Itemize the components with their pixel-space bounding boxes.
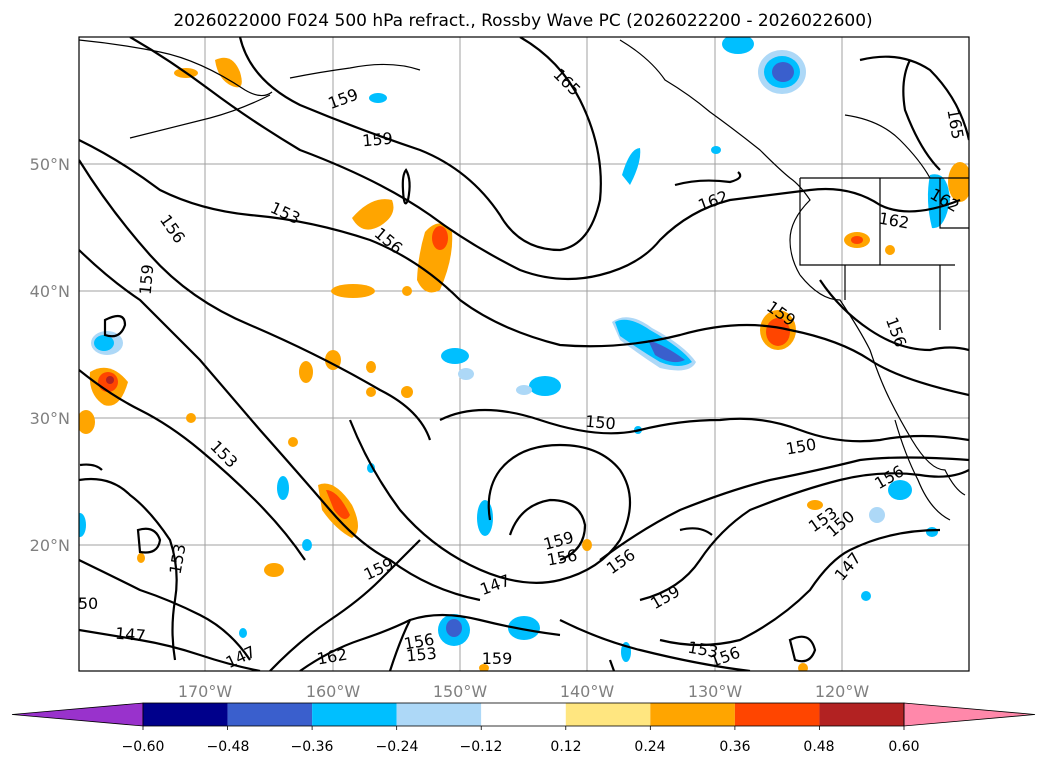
- height-contours: [79, 37, 969, 671]
- longitude-labels: 170°W 160°W 150°W 140°W 130°W 120°W: [178, 682, 870, 701]
- colorbar-frame: [142, 702, 905, 727]
- lon-label: 120°W: [815, 682, 870, 701]
- colorbar-segment: [227, 703, 313, 726]
- lon-label: 150°W: [433, 682, 488, 701]
- colorbar-segment: [143, 703, 228, 726]
- map-title: 2026022000 F024 500 hPa refract., Rossby…: [173, 11, 872, 31]
- contour-label: 159: [361, 129, 393, 151]
- lat-label: 20°N: [30, 536, 70, 555]
- colorbar-segment: [481, 703, 566, 726]
- filled-anomalies: [79, 37, 969, 671]
- colorbar-tick-label: 0.12: [550, 739, 581, 755]
- contour-label: 147: [114, 624, 146, 646]
- lat-label: 30°N: [30, 409, 70, 428]
- positive-anomaly-patches: [79, 57, 969, 671]
- colorbar-tick-label: 0.60: [888, 739, 919, 755]
- colorbar-segment: [650, 703, 735, 726]
- colorbar-segment: [396, 703, 482, 726]
- contour-label: 50: [78, 594, 98, 613]
- colorbar-segment: [312, 703, 397, 726]
- contour-label: 150: [584, 412, 616, 434]
- colorbar: −0.60 −0.48 −0.36 −0.24 −0.12 0.12 0.24 …: [11, 702, 1036, 755]
- colorbar-tick-label: −0.36: [291, 739, 334, 755]
- colorbar-tick-label: 0.48: [803, 739, 834, 755]
- lat-label: 40°N: [30, 282, 70, 301]
- lon-label: 130°W: [688, 682, 743, 701]
- latitude-labels: 50°N 40°N 30°N 20°N: [30, 155, 70, 555]
- colorbar-extend-max: [903, 702, 1036, 727]
- lon-label: 170°W: [178, 682, 233, 701]
- colorbar-segments: [11, 702, 1036, 730]
- lat-label: 50°N: [30, 155, 70, 174]
- map-border: [78, 36, 970, 672]
- lon-label: 160°W: [306, 682, 361, 701]
- gridlines: [79, 37, 969, 671]
- colorbar-tick-label: 0.36: [719, 739, 750, 755]
- contour-label: 153: [405, 644, 437, 666]
- map-panel: 165 159 159 153 156 156 159 162 162 162 …: [78, 37, 969, 671]
- colorbar-segment: [819, 703, 904, 726]
- colorbar-tick-label: −0.48: [207, 739, 250, 755]
- colorbar-tick-label: −0.12: [460, 739, 503, 755]
- contour-label: 159: [482, 649, 513, 668]
- colorbar-extend-min: [11, 702, 144, 727]
- colorbar-segment: [565, 703, 651, 726]
- colorbar-tick-label: 0.24: [634, 739, 665, 755]
- contour-label: 159: [136, 263, 158, 295]
- colorbar-tick-label: −0.60: [122, 739, 165, 755]
- lon-label: 140°W: [560, 682, 615, 701]
- coastlines: [79, 39, 969, 521]
- colorbar-segment: [734, 703, 820, 726]
- colorbar-ticks: −0.60 −0.48 −0.36 −0.24 −0.12 0.12 0.24 …: [122, 739, 920, 755]
- colorbar-tick-label: −0.24: [376, 739, 419, 755]
